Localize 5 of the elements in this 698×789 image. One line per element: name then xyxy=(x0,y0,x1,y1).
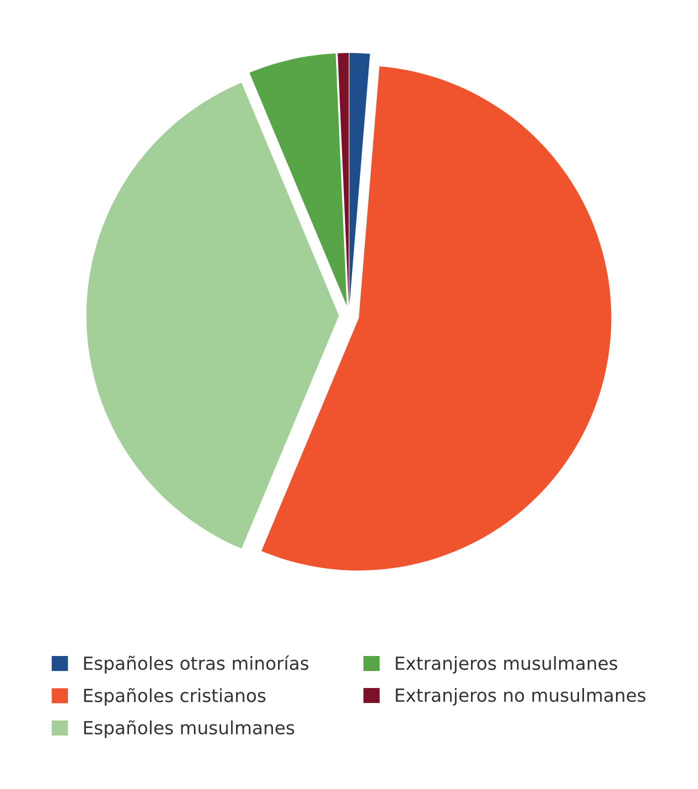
legend-label: Extranjeros musulmanes xyxy=(396,656,618,674)
legend-label: Españoles otras minorías xyxy=(84,655,308,674)
legend-label: Españoles musulmanes xyxy=(84,720,294,738)
legend-label: Extranjeros no musulmanes xyxy=(396,688,646,706)
legend-label: Españoles cristianos xyxy=(84,688,266,706)
